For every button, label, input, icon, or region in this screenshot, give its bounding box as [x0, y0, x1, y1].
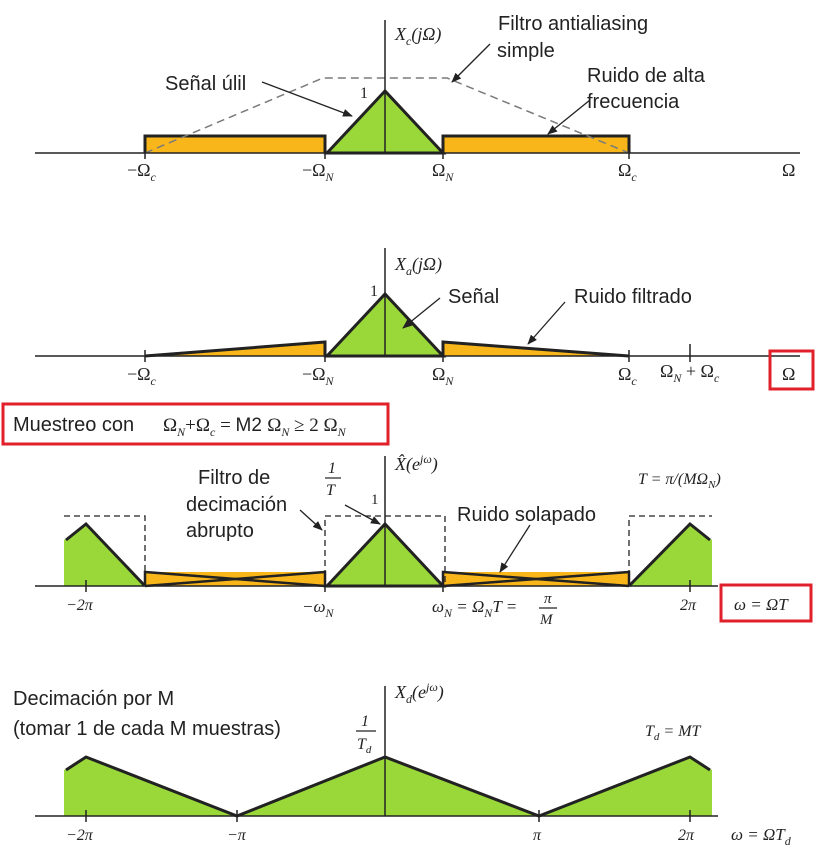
period-relation: Td = MT	[645, 723, 702, 743]
panel-3-sampled-spectrum: X̂(ejω) 1 T 1 Filtro de decimación abrup…	[35, 452, 813, 628]
fraction-m: M	[539, 612, 554, 628]
arrow-filter	[299, 509, 323, 531]
arrow-filter	[451, 43, 491, 83]
banner-equation: ΩN+Ωc = M2 ΩN ≥ 2 ΩN	[163, 415, 347, 439]
decimation-filter-right	[628, 515, 712, 586]
aliased-noise-left-lines	[143, 570, 326, 588]
fraction-denominator: T	[326, 482, 336, 499]
antialiasing-filter-dashed	[144, 77, 630, 154]
fraction-pi: π	[544, 591, 552, 607]
image-triangle-left	[64, 524, 145, 586]
decimation-title-line1: Decimación por M	[13, 688, 174, 710]
noise-band-right	[443, 136, 629, 153]
fraction-denominator: Td	[357, 736, 372, 756]
tick-label: −ΩN	[302, 364, 335, 388]
arrow-useful-signal	[261, 81, 353, 117]
axis-label: Xc(jΩ)	[394, 24, 441, 48]
omega-highlight-box	[768, 349, 815, 391]
filter-label-line2: simple	[497, 40, 555, 62]
axis-label: X̂(ejω)	[394, 452, 438, 475]
axis-label: Xa(jΩ)	[394, 254, 442, 278]
fraction-numerator: 1	[361, 713, 369, 730]
fraction-numerator: 1	[328, 460, 336, 477]
omega-t-highlight-box	[719, 583, 813, 623]
panel-2-filtered-spectrum: Xa(jΩ) 1 Señal Ruido filtrado −Ωc −ΩN ΩN…	[35, 248, 815, 391]
tick-label-sum: ΩN + Ωc	[660, 361, 720, 385]
arrow-filtered-noise	[527, 301, 566, 345]
noise-band-right-outline	[441, 134, 631, 153]
decimation-filter-left	[64, 515, 146, 586]
peak-label: 1	[360, 85, 368, 102]
decimation-title-line2: (tomar 1 de cada M muestras)	[13, 718, 281, 740]
panel-4-decimated-spectrum: Decimación por M (tomar 1 de cada M mues…	[13, 680, 792, 848]
arrow-signal	[402, 297, 441, 329]
tick-label: −Ωc	[127, 160, 157, 184]
tick-label: −ΩN	[302, 160, 335, 184]
image-triangle-left-edge	[65, 521, 147, 588]
sampling-condition-banner: Muestreo con ΩN+Ωc = M2 ΩN ≥ 2 ΩN	[1, 402, 390, 446]
filter-label-line3: abrupto	[186, 520, 254, 542]
period-relation: T = π/(MΩN)	[638, 471, 721, 491]
tick-label-omega: Ω	[782, 364, 795, 384]
noise-label-line1: Ruido de alta	[587, 65, 706, 87]
tick-label: Ωc	[618, 364, 637, 388]
tick-label-omega-n: ωN = ΩNT =	[432, 597, 517, 620]
axis-label: Xd(ejω)	[394, 680, 444, 706]
filter-label-line2: decimación	[186, 494, 287, 516]
tick-label: −π	[227, 827, 247, 844]
signal-label: Señal	[448, 286, 499, 308]
tick-label-omega: Ω	[782, 160, 795, 180]
image-triangle-right-edge	[627, 521, 711, 588]
tick-label: π	[533, 827, 542, 844]
peak-label: 1	[370, 283, 378, 300]
filter-label-line1: Filtro antialiasing	[498, 13, 648, 35]
arrow-noise	[547, 99, 591, 135]
tick-label: −2π	[66, 597, 94, 614]
tick-label-axis: ω = ΩTd	[731, 825, 792, 848]
tick-label: ΩN	[432, 160, 454, 184]
banner-prefix: Muestreo con	[13, 414, 134, 436]
arrow-one-over-t	[344, 504, 381, 525]
useful-signal-label: Señal úlil	[165, 73, 246, 95]
noise-label-line2: frecuencia	[587, 91, 680, 113]
peak-label: 1	[371, 492, 379, 508]
image-triangle-right	[629, 524, 712, 586]
tick-label: −2π	[66, 827, 94, 844]
banner-box	[1, 402, 390, 446]
noise-band-left	[145, 136, 325, 153]
filtered-noise-label: Ruido filtrado	[574, 286, 692, 308]
tick-label: −ωN	[302, 597, 334, 620]
tick-label: ΩN	[432, 364, 454, 388]
tick-label: 2π	[678, 827, 695, 844]
tick-label: 2π	[680, 597, 697, 614]
panel-1-continuous-spectrum: Xc(jΩ) 1 Señal úlil Filtro antialiasing …	[35, 13, 800, 184]
decimated-spectrum-fill	[64, 757, 712, 816]
arrow-aliased-noise	[499, 524, 531, 573]
aliased-noise-label: Ruido solapado	[457, 504, 596, 526]
tick-label: −Ωc	[127, 364, 157, 388]
filter-label-line1: Filtro de	[198, 467, 270, 489]
tick-label: Ωc	[618, 160, 637, 184]
noise-band-left-outline	[143, 134, 327, 153]
tick-label-axis: ω = ΩT	[734, 595, 789, 614]
